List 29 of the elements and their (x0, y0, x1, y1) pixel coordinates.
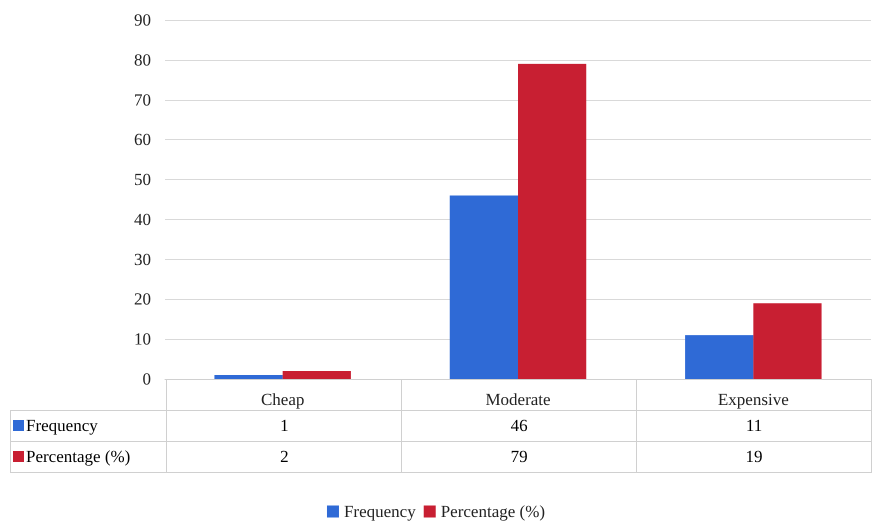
y-tick-label: 30 (134, 250, 151, 269)
y-tick-label: 60 (134, 130, 151, 150)
bar (518, 64, 586, 379)
data-label: 19 (636, 442, 872, 472)
y-tick-label: 50 (134, 170, 151, 190)
y-tick-label: 80 (134, 50, 151, 70)
x-tick-label: Moderate (485, 390, 551, 409)
bar (753, 303, 822, 379)
text: Frequency (344, 502, 416, 521)
text: Percentage (%) (26, 447, 130, 466)
y-tick-label: 70 (134, 90, 151, 110)
y-tick-label: 10 (134, 330, 151, 349)
legend-label: Frequency (10, 410, 167, 442)
bar (214, 375, 283, 379)
x-tick-label: Cheap (260, 390, 304, 409)
data-label: 11 (636, 410, 872, 442)
y-tick-label: 40 (134, 210, 151, 229)
data-label: 1 (166, 410, 402, 442)
legend-label: Percentage (%) (440, 502, 546, 521)
bar (282, 371, 351, 379)
data-label: 46 (402, 410, 637, 442)
data-label: 2 (166, 442, 402, 472)
x-tick-label: Expensive (718, 390, 789, 409)
y-tick-label: 0 (142, 370, 151, 388)
data-label: 79 (402, 442, 637, 472)
bar (450, 196, 518, 379)
y-tick-label: 20 (134, 290, 151, 309)
bar (685, 335, 754, 379)
y-tick-label: 90 (134, 10, 151, 30)
